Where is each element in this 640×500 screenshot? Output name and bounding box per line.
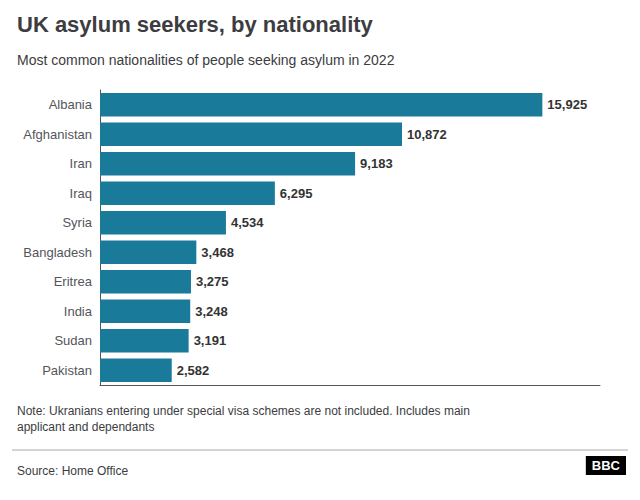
- svg-text:India: India: [64, 304, 93, 319]
- svg-text:10,872: 10,872: [407, 127, 447, 142]
- svg-text:15,925: 15,925: [547, 97, 587, 112]
- svg-text:2,582: 2,582: [177, 363, 210, 378]
- svg-text:UK asylum seekers, by national: UK asylum seekers, by nationality: [17, 12, 374, 37]
- svg-text:Pakistan: Pakistan: [42, 363, 92, 378]
- svg-text:4,534: 4,534: [231, 215, 264, 230]
- svg-text:Source: Home Office: Source: Home Office: [17, 464, 128, 478]
- svg-text:Albania: Albania: [49, 97, 93, 112]
- svg-text:Afghanistan: Afghanistan: [23, 127, 92, 142]
- svg-text:Most common nationalities of p: Most common nationalities of people seek…: [17, 52, 395, 68]
- svg-text:Bangladesh: Bangladesh: [23, 245, 92, 260]
- svg-text:Eritrea: Eritrea: [54, 274, 93, 289]
- svg-text:Sudan: Sudan: [54, 333, 92, 348]
- svg-text:3,468: 3,468: [201, 245, 234, 260]
- svg-text:3,191: 3,191: [194, 333, 227, 348]
- svg-text:applicant and dependants: applicant and dependants: [17, 420, 154, 434]
- svg-text:6,295: 6,295: [280, 186, 313, 201]
- svg-text:3,275: 3,275: [196, 274, 229, 289]
- svg-text:Syria: Syria: [62, 215, 92, 230]
- svg-text:Iraq: Iraq: [70, 186, 92, 201]
- svg-text:3,248: 3,248: [195, 304, 228, 319]
- svg-text:Note: Ukranians entering under: Note: Ukranians entering under special v…: [17, 404, 470, 418]
- svg-text:9,183: 9,183: [360, 156, 393, 171]
- svg-text:BBC: BBC: [592, 458, 621, 473]
- svg-text:Iran: Iran: [70, 156, 92, 171]
